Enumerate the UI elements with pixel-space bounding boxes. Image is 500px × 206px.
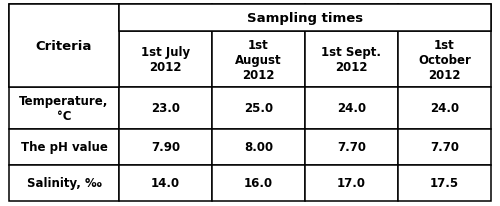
Text: 7.70: 7.70 [337, 141, 366, 154]
Bar [212, 129, 305, 165]
Bar [305, 165, 398, 201]
Text: 14.0: 14.0 [151, 177, 180, 189]
Text: Criteria: Criteria [36, 40, 92, 53]
Text: 1st
August
2012: 1st August 2012 [235, 38, 282, 81]
Bar [305, 5, 398, 32]
Bar [398, 32, 491, 87]
Bar [305, 87, 398, 129]
Text: 24.0: 24.0 [430, 102, 459, 115]
Bar [305, 32, 398, 87]
Text: Salinity, ‰: Salinity, ‰ [26, 177, 102, 189]
Bar [212, 5, 305, 32]
Bar [212, 165, 305, 201]
Bar [119, 32, 212, 87]
Text: 17.0: 17.0 [337, 177, 366, 189]
Bar [398, 165, 491, 201]
Text: Temperature,
°C: Temperature, °C [20, 94, 108, 122]
Text: 17.5: 17.5 [430, 177, 459, 189]
Bar [398, 5, 491, 32]
Bar [9, 129, 119, 165]
Bar [9, 5, 119, 87]
Text: Sampling times: Sampling times [247, 12, 363, 25]
Bar [9, 32, 119, 87]
Text: 25.0: 25.0 [244, 102, 273, 115]
Bar [398, 87, 491, 129]
Bar [9, 165, 119, 201]
Bar [212, 87, 305, 129]
Text: 1st Sept.
2012: 1st Sept. 2012 [322, 46, 382, 74]
Bar [119, 129, 212, 165]
Bar [305, 129, 398, 165]
Text: 24.0: 24.0 [337, 102, 366, 115]
Bar [9, 87, 119, 129]
Text: 1st
October
2012: 1st October 2012 [418, 38, 471, 81]
Text: 7.70: 7.70 [430, 141, 459, 154]
Bar [119, 5, 491, 32]
Text: 16.0: 16.0 [244, 177, 273, 189]
Text: 8.00: 8.00 [244, 141, 273, 154]
Bar [398, 129, 491, 165]
Text: 7.90: 7.90 [151, 141, 180, 154]
Bar [119, 165, 212, 201]
Bar [9, 5, 119, 32]
Bar [119, 87, 212, 129]
Text: 23.0: 23.0 [151, 102, 180, 115]
Bar [212, 32, 305, 87]
Bar [119, 5, 212, 32]
Text: The pH value: The pH value [20, 141, 108, 154]
Text: 1st July
2012: 1st July 2012 [141, 46, 190, 74]
